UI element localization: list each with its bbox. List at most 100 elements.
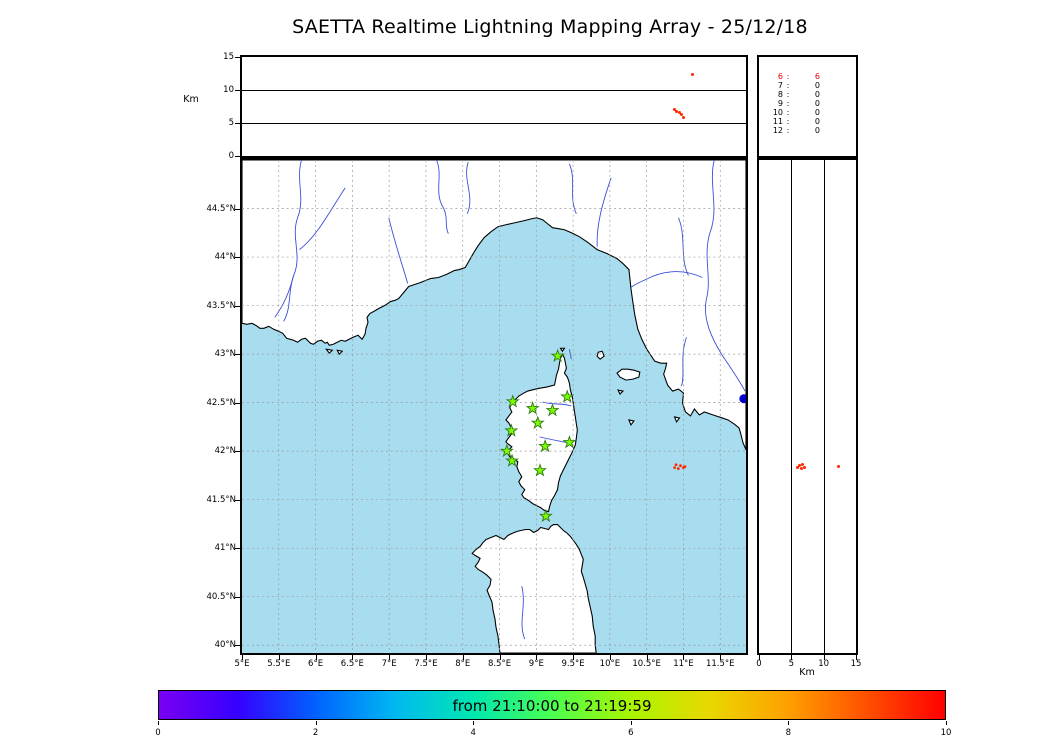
- station-count-cell: :: [786, 72, 790, 81]
- alt-gridline: [823, 160, 825, 653]
- vhf-source-dot: [672, 108, 676, 112]
- lma-station-marker: [562, 435, 577, 449]
- river: [283, 160, 302, 322]
- station-count-cell: 0: [814, 126, 820, 135]
- lon-tick-label: 7.5°E: [414, 659, 438, 669]
- sardinia-island: [471, 523, 597, 653]
- colorbar-tick: [473, 721, 475, 725]
- station-count-row: 12: 0: [759, 126, 856, 135]
- alt-tick-label: 15: [223, 52, 234, 62]
- lat-tick: [235, 257, 240, 259]
- lat-tick: [235, 499, 240, 501]
- lon-tick: [646, 655, 648, 660]
- lat-tick: [235, 402, 240, 404]
- lon-tick: [573, 655, 575, 660]
- lat-tick: [235, 596, 240, 598]
- lon-tick: [389, 655, 391, 660]
- station-count-cell: 6: [777, 72, 783, 81]
- river: [436, 160, 449, 234]
- colorbar-tick-label: 8: [785, 728, 792, 738]
- island: [628, 419, 635, 427]
- station-count-cell: :: [786, 126, 790, 135]
- lon-tick-label: 5°E: [234, 659, 250, 669]
- river: [568, 163, 577, 214]
- lightning-source-dot: [674, 463, 678, 467]
- lon-tick: [499, 655, 501, 660]
- island: [673, 416, 681, 424]
- station-count-cell: 0: [814, 90, 820, 99]
- city-marker: [739, 394, 746, 404]
- map-panel: [240, 158, 748, 655]
- vhf-source-dot: [795, 466, 799, 470]
- land-layer: [242, 160, 746, 653]
- lightning-source-dot: [682, 466, 685, 470]
- station-count-row: 11: 0: [759, 117, 856, 126]
- lma-station-marker: [560, 389, 575, 403]
- alt-tick-label: 0: [228, 151, 234, 161]
- lat-tick-label: 43.5°N: [206, 300, 236, 311]
- lat-tick: [235, 548, 240, 550]
- river: [388, 217, 409, 284]
- lma-station-marker: [505, 453, 519, 467]
- alt-lat-xtick-label: 5: [788, 659, 795, 669]
- station-count-cell: 0: [814, 81, 820, 90]
- elba-island: [616, 368, 641, 381]
- station-count-cell: 8: [777, 90, 783, 99]
- lon-tick: [536, 655, 538, 660]
- alt-tick: [235, 57, 240, 58]
- island: [617, 389, 625, 395]
- lightning-source-dot: [676, 467, 680, 471]
- lma-station-marker: [533, 463, 547, 477]
- lat-tick: [235, 354, 240, 356]
- alt-lat-xtick-label: 10: [818, 659, 830, 669]
- colorbar-tick-label: 2: [312, 728, 319, 738]
- vhf-source-dot: [798, 464, 802, 468]
- lon-tick-label: 10.5°E: [632, 659, 661, 669]
- lon-tick: [315, 655, 317, 660]
- station-count-cell: :: [786, 99, 790, 108]
- colorbar-tick: [630, 721, 632, 725]
- lon-tick-label: 7°E: [381, 659, 397, 669]
- lma-station-marker: [550, 348, 565, 362]
- station-count-cell: 7: [777, 81, 783, 90]
- colorbar-tick-label: 10: [940, 728, 952, 738]
- colorbar-tick-label: 4: [470, 728, 476, 738]
- lat-tick-label: 40.5°N: [206, 591, 236, 602]
- station-count-row: 9: 0: [759, 99, 856, 108]
- lma-station-marker: [499, 443, 514, 458]
- corsica-island: [505, 352, 578, 513]
- river: [299, 187, 346, 250]
- river: [681, 337, 687, 387]
- lightning-source-dot: [673, 466, 677, 470]
- lat-tick: [235, 305, 240, 307]
- station-count-cell: 6: [814, 72, 820, 81]
- river: [521, 586, 526, 640]
- alt-tick-label: 10: [223, 85, 234, 95]
- alt-lat-xtick: [759, 655, 760, 660]
- lon-tick: [352, 655, 354, 660]
- time-window-label: from 21:10:00 to 21:19:59: [452, 697, 652, 715]
- lon-tick-label: 11.5°E: [705, 659, 735, 669]
- lat-tick-label: 43°N: [214, 349, 236, 360]
- lon-tick-label: 10°E: [599, 659, 621, 669]
- colorbar-tick: [788, 721, 790, 725]
- altitude-time-panel: [240, 55, 748, 158]
- station-count-panel: 6:6 7:0 8:0 9:0 10:0 11:0 12:0: [757, 55, 858, 158]
- lat-tick-label: 44.5°N: [206, 203, 236, 214]
- map-canvas: [242, 160, 746, 653]
- river: [705, 160, 746, 392]
- colorbar-tick: [315, 721, 317, 725]
- station-count-cell: :: [786, 108, 790, 117]
- station-count-cell: :: [786, 90, 790, 99]
- vhf-source-dot: [802, 466, 806, 470]
- lon-tick-label: 8°E: [455, 659, 471, 669]
- colorbar-tick-label: 0: [155, 728, 161, 738]
- vhf-source-dot: [801, 463, 805, 467]
- lon-tick-label: 9.5°E: [561, 659, 585, 669]
- station-count-cell: 0: [814, 108, 820, 117]
- island: [336, 349, 344, 356]
- altitude-latitude-panel: [757, 158, 858, 655]
- alt-lat-xtick: [791, 655, 793, 660]
- alt-tick-label: 5: [228, 118, 234, 128]
